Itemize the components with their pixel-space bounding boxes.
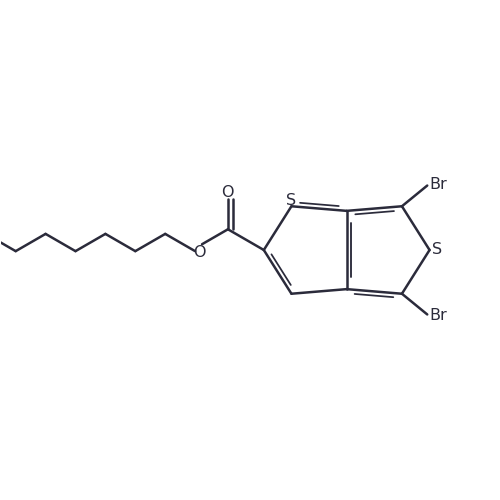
Text: Br: Br [430, 177, 448, 192]
Text: S: S [432, 242, 442, 258]
Text: Br: Br [430, 308, 448, 323]
Text: S: S [286, 193, 296, 208]
Text: O: O [221, 185, 234, 200]
Text: O: O [194, 245, 206, 260]
